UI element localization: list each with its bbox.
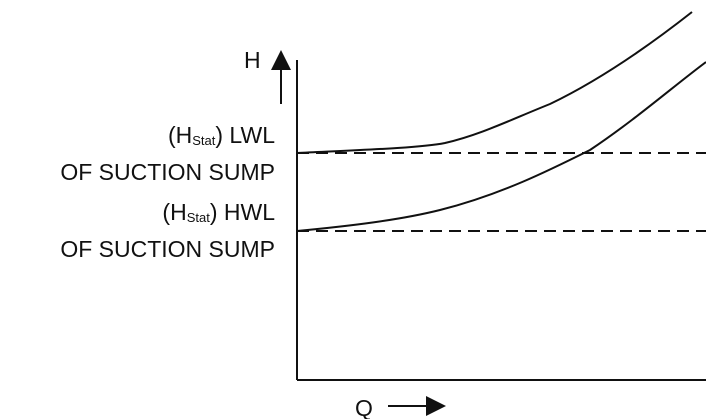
system-curve-hwl — [296, 61, 706, 232]
lwl-label: (HStat) LWL — [168, 122, 275, 148]
system-curve-lwl — [296, 11, 693, 154]
y-axis-label: H — [244, 47, 261, 73]
hwl-label: (HStat) HWL — [162, 199, 275, 225]
hwl-label-line2: OF SUCTION SUMP — [60, 236, 275, 262]
lwl-label-line2: OF SUCTION SUMP — [60, 159, 275, 185]
x-axis-label: Q — [355, 395, 373, 419]
